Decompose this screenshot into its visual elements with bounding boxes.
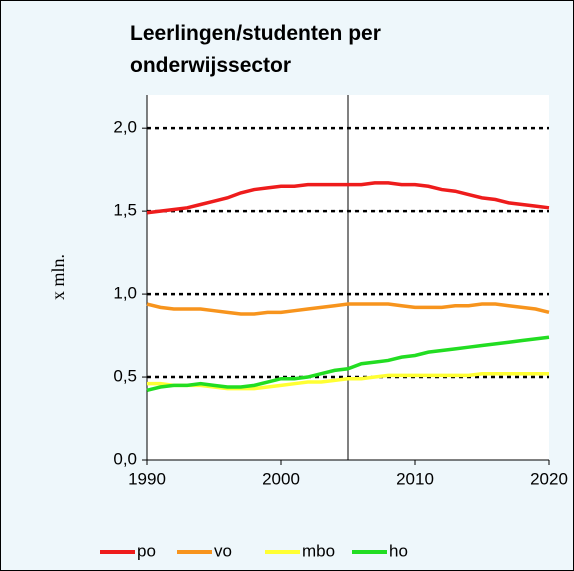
y-axis-label: x mln. [48,254,68,300]
y-tick-label: 1,5 [113,201,137,220]
x-tick-label: 2000 [262,469,300,488]
y-tick-label: 2,0 [113,118,137,137]
chart-title: Leerlingen/studenten per onderwijssector [130,22,381,77]
x-tick-label: 2010 [396,469,434,488]
y-tick-label: 0,0 [113,449,137,468]
series-line [146,302,550,316]
legend-label: po [137,541,156,560]
x-tick-label: 2020 [530,469,568,488]
legend-label: ho [389,541,408,560]
series-line [146,181,550,215]
legend-label: vo [214,541,232,560]
x-tick-label: 1990 [128,469,166,488]
series-line [146,335,550,393]
legend-label: mbo [302,541,335,560]
y-tick-label: 1,0 [113,284,137,303]
y-tick-label: 0,5 [113,367,137,386]
